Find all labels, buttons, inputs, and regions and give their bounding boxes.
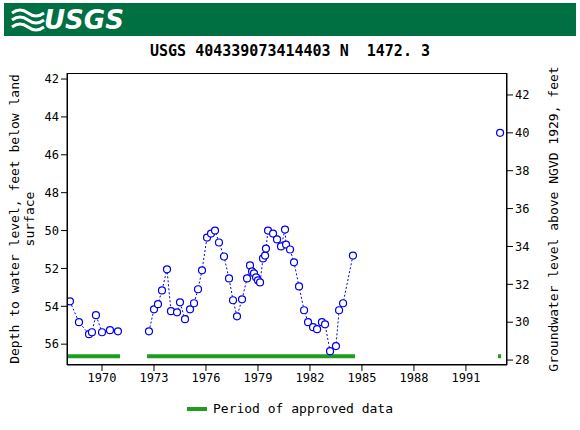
svg-text:1988: 1988 <box>399 371 428 385</box>
html-text:USGS: USGS <box>44 5 124 35</box>
svg-text:28: 28 <box>515 353 529 367</box>
svg-text:56: 56 <box>45 337 59 351</box>
svg-text:44: 44 <box>45 110 59 124</box>
svg-text:46: 46 <box>45 148 59 162</box>
svg-text:48: 48 <box>45 186 59 200</box>
svg-text:1970: 1970 <box>88 371 117 385</box>
svg-text:1991: 1991 <box>451 371 480 385</box>
svg-text:42: 42 <box>515 88 529 102</box>
svg-text:32: 32 <box>515 278 529 292</box>
svg-text:1976: 1976 <box>192 371 221 385</box>
html-text:Period of approved data: Period of approved data <box>213 401 393 416</box>
svg-text:54: 54 <box>45 300 59 314</box>
html-text:USGS 404339073414403 N 1472. 3: USGS 404339073414403 N 1472. 3 <box>150 42 430 60</box>
svg-text:1985: 1985 <box>347 371 376 385</box>
svg-text:38: 38 <box>515 164 529 178</box>
svg-text:34: 34 <box>515 240 529 254</box>
svg-text:36: 36 <box>515 202 529 216</box>
svg-text:30: 30 <box>515 315 529 329</box>
svg-text:52: 52 <box>45 262 59 276</box>
svg-text:40: 40 <box>515 126 529 140</box>
html-text:Depth to water level, feet bel: Depth to water level, feet below land su… <box>7 74 37 364</box>
svg-text:42: 42 <box>45 72 59 86</box>
svg-text:50: 50 <box>45 224 59 238</box>
html-text:Groundwater level above NGVD 1: Groundwater level above NGVD 1929, feet <box>545 66 561 372</box>
svg-text:1979: 1979 <box>244 371 273 385</box>
svg-text:1982: 1982 <box>296 371 325 385</box>
svg-text:1973: 1973 <box>140 371 169 385</box>
